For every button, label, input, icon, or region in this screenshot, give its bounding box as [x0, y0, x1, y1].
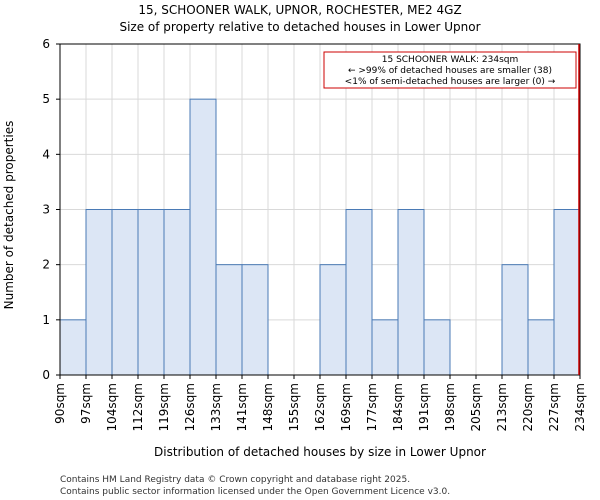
bar [241, 264, 269, 376]
x-tick-label: 155sqm [287, 383, 301, 431]
x-tick-label: 169sqm [339, 383, 353, 431]
x-tick-label: 119sqm [157, 383, 171, 431]
x-axis-label: Distribution of detached houses by size … [154, 445, 486, 459]
bar [111, 209, 139, 376]
annotation-box: 15 SCHOONER WALK: 234sqm ← >99% of detac… [323, 51, 577, 89]
x-tick-label: 162sqm [313, 383, 327, 431]
y-tick-label: 1 [42, 313, 50, 327]
x-tick-label: 141sqm [235, 383, 249, 431]
bar [345, 209, 373, 376]
bar [397, 209, 425, 376]
bars [59, 98, 581, 376]
bar [423, 319, 451, 376]
x-tick-label: 126sqm [183, 383, 197, 431]
annotation-line2: ← >99% of detached houses are smaller (3… [348, 66, 552, 76]
bar [163, 209, 191, 376]
bar [371, 319, 399, 376]
bar [501, 264, 529, 376]
y-axis-label: Number of detached properties [2, 121, 16, 310]
x-tick-label: 191sqm [417, 383, 431, 431]
x-tick-label: 133sqm [209, 383, 223, 431]
bar [59, 319, 87, 376]
y-axis-ticks: 0 1 2 3 4 5 6 [42, 37, 60, 382]
x-tick-label: 205sqm [469, 383, 483, 431]
bar [319, 264, 347, 376]
x-tick-label: 213sqm [495, 383, 509, 431]
y-tick-label: 5 [42, 92, 50, 106]
annotation-line1: 15 SCHOONER WALK: 234sqm [382, 55, 519, 65]
annotation-frame [323, 51, 577, 89]
x-axis-ticks: 90sqm 97sqm 104sqm 112sqm 119sqm 126sqm 133sqm… [53, 375, 587, 431]
bar [553, 209, 581, 376]
bar [137, 209, 165, 376]
x-tick-label: 234sqm [573, 383, 587, 431]
y-tick-label: 0 [42, 368, 50, 382]
chart-title-line2: Size of property relative to detached ho… [119, 20, 480, 34]
bar [215, 264, 243, 376]
footer-line1: Contains HM Land Registry data © Crown c… [60, 475, 410, 485]
x-tick-label: 184sqm [391, 383, 405, 431]
x-tick-label: 112sqm [131, 383, 145, 431]
bar [527, 319, 555, 376]
bar [85, 209, 113, 376]
annotation-line3: <1% of semi-detached houses are larger (… [345, 77, 556, 87]
chart-title-line1: 15, SCHOONER WALK, UPNOR, ROCHESTER, ME2… [138, 3, 461, 17]
x-tick-label: 220sqm [521, 383, 535, 431]
x-tick-label: 227sqm [547, 383, 561, 431]
x-tick-label: 177sqm [365, 383, 379, 431]
x-tick-label: 148sqm [261, 383, 275, 431]
x-tick-label: 198sqm [443, 383, 457, 431]
x-tick-label: 97sqm [79, 383, 93, 424]
bar [189, 98, 217, 376]
x-tick-label: 90sqm [53, 383, 67, 424]
x-tick-label: 104sqm [105, 383, 119, 431]
y-tick-label: 6 [42, 37, 50, 51]
footer-line2: Contains public sector information licen… [60, 487, 450, 497]
y-tick-label: 2 [42, 258, 50, 272]
y-tick-label: 3 [42, 203, 50, 217]
y-tick-label: 4 [42, 147, 50, 161]
